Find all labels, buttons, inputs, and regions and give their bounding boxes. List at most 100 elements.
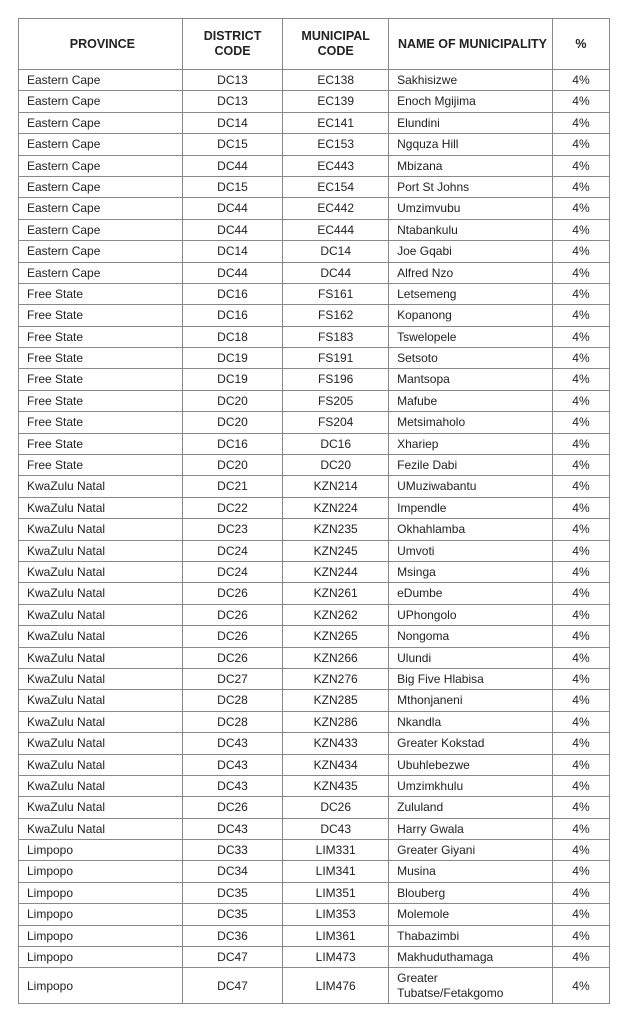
cell-percent: 4% [552,262,609,283]
cell-municipal-code: FS196 [283,369,389,390]
cell-municipal-code: KZN285 [283,690,389,711]
cell-percent: 4% [552,305,609,326]
table-row: KwaZulu NatalDC23KZN235Okhahlamba4% [19,519,610,540]
cell-district-code: DC44 [182,262,282,283]
cell-district-code: DC44 [182,219,282,240]
cell-municipality-name: Makhuduthamaga [389,947,553,968]
cell-percent: 4% [552,70,609,91]
table-row: Free StateDC19FS191Setsoto4% [19,348,610,369]
cell-municipality-name: UPhongolo [389,604,553,625]
table-row: KwaZulu NatalDC24KZN244Msinga4% [19,561,610,582]
cell-municipality-name: Impendle [389,497,553,518]
cell-municipality-name: Enoch Mgijima [389,91,553,112]
cell-municipal-code: KZN265 [283,626,389,647]
cell-percent: 4% [552,198,609,219]
cell-district-code: DC19 [182,348,282,369]
table-row: LimpopoDC34LIM341Musina4% [19,861,610,882]
cell-municipal-code: KZN262 [283,604,389,625]
cell-district-code: DC14 [182,241,282,262]
table-row: LimpopoDC47LIM476Greater Tubatse/Fetakgo… [19,968,610,1004]
cell-district-code: DC44 [182,155,282,176]
cell-municipality-name: Nkandla [389,711,553,732]
table-row: LimpopoDC33LIM331Greater Giyani4% [19,840,610,861]
cell-district-code: DC34 [182,861,282,882]
cell-district-code: DC15 [182,134,282,155]
table-row: KwaZulu NatalDC22KZN224Impendle4% [19,497,610,518]
table-row: KwaZulu NatalDC43KZN433Greater Kokstad4% [19,733,610,754]
cell-percent: 4% [552,412,609,433]
cell-province: KwaZulu Natal [19,604,183,625]
cell-municipality-name: Joe Gqabi [389,241,553,262]
cell-municipality-name: Umzimkhulu [389,775,553,796]
cell-province: KwaZulu Natal [19,497,183,518]
cell-district-code: DC18 [182,326,282,347]
cell-municipal-code: FS191 [283,348,389,369]
cell-municipality-name: Msinga [389,561,553,582]
cell-percent: 4% [552,775,609,796]
table-row: Free StateDC20DC20Fezile Dabi4% [19,455,610,476]
cell-percent: 4% [552,476,609,497]
cell-province: Free State [19,348,183,369]
table-row: LimpopoDC35LIM353Molemole4% [19,904,610,925]
cell-percent: 4% [552,112,609,133]
table-row: LimpopoDC47LIM473Makhuduthamaga4% [19,947,610,968]
table-row: KwaZulu NatalDC24KZN245Umvoti4% [19,540,610,561]
table-row: Eastern CapeDC44EC444Ntabankulu4% [19,219,610,240]
cell-municipal-code: DC44 [283,262,389,283]
cell-municipality-name: Xhariep [389,433,553,454]
cell-province: KwaZulu Natal [19,476,183,497]
cell-province: Eastern Cape [19,176,183,197]
table-row: LimpopoDC35LIM351Blouberg4% [19,882,610,903]
cell-municipal-code: DC20 [283,455,389,476]
table-row: Eastern CapeDC14EC141Elundini4% [19,112,610,133]
cell-percent: 4% [552,540,609,561]
table-row: Eastern CapeDC15EC154Port St Johns4% [19,176,610,197]
cell-province: Eastern Cape [19,241,183,262]
cell-municipal-code: LIM361 [283,925,389,946]
cell-province: KwaZulu Natal [19,540,183,561]
cell-percent: 4% [552,455,609,476]
cell-municipality-name: Sakhisizwe [389,70,553,91]
cell-percent: 4% [552,219,609,240]
cell-municipality-name: Ngquza Hill [389,134,553,155]
cell-municipal-code: FS162 [283,305,389,326]
table-row: Free StateDC16FS162Kopanong4% [19,305,610,326]
cell-district-code: DC27 [182,668,282,689]
cell-municipal-code: KZN435 [283,775,389,796]
cell-municipality-name: eDumbe [389,583,553,604]
cell-province: Eastern Cape [19,155,183,176]
cell-percent: 4% [552,925,609,946]
cell-municipality-name: Molemole [389,904,553,925]
cell-municipal-code: KZN244 [283,561,389,582]
table-row: Eastern CapeDC44DC44Alfred Nzo4% [19,262,610,283]
cell-province: KwaZulu Natal [19,775,183,796]
cell-municipality-name: Mbizana [389,155,553,176]
cell-province: Eastern Cape [19,70,183,91]
cell-district-code: DC35 [182,882,282,903]
cell-municipality-name: UMuziwabantu [389,476,553,497]
cell-municipality-name: Port St Johns [389,176,553,197]
cell-municipality-name: Umvoti [389,540,553,561]
cell-province: Free State [19,412,183,433]
cell-municipal-code: FS205 [283,390,389,411]
cell-province: Free State [19,390,183,411]
cell-province: Eastern Cape [19,112,183,133]
table-row: Eastern CapeDC14DC14Joe Gqabi4% [19,241,610,262]
table-row: Free StateDC18FS183Tswelopele4% [19,326,610,347]
cell-percent: 4% [552,968,609,1004]
table-row: KwaZulu NatalDC28KZN286Nkandla4% [19,711,610,732]
cell-province: KwaZulu Natal [19,519,183,540]
cell-municipality-name: Greater Tubatse/Fetakgomo [389,968,553,1004]
cell-district-code: DC44 [182,198,282,219]
table-row: Eastern CapeDC13EC139Enoch Mgijima4% [19,91,610,112]
cell-province: Free State [19,305,183,326]
cell-province: Free State [19,326,183,347]
cell-municipal-code: KZN276 [283,668,389,689]
table-row: KwaZulu NatalDC43KZN435Umzimkhulu4% [19,775,610,796]
cell-district-code: DC43 [182,818,282,839]
header-district-code: DISTRICT CODE [182,19,282,70]
header-province: PROVINCE [19,19,183,70]
header-percent: % [552,19,609,70]
cell-province: Free State [19,369,183,390]
table-row: KwaZulu NatalDC26KZN265Nongoma4% [19,626,610,647]
